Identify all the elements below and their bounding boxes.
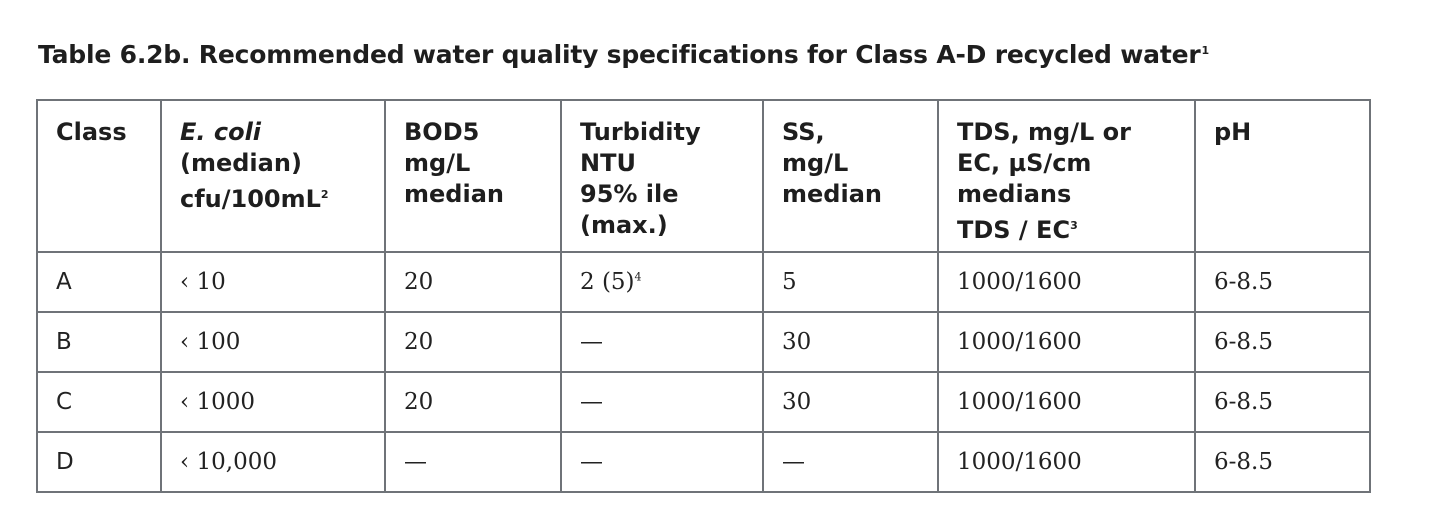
cell-turbidity: — [560,371,764,433]
cell-tds-ec: 1000/1600 [937,371,1196,433]
cell-tds-ec: 1000/1600 [937,251,1196,313]
cell-ss: 5 [762,251,939,313]
cell-bod5: 20 [384,371,562,433]
cell-ph: 6-8.5 [1194,311,1371,373]
table-row: C ‹ 1000 20 — 30 1000/1600 6-8.5 [36,371,1371,433]
cell-tds-ec: 1000/1600 [937,431,1196,493]
header-ecoli: E. coli (median) cfu/100mL2 [160,99,386,253]
cell-tds-ec: 1000/1600 [937,311,1196,373]
header-class: Class [36,99,162,253]
cell-ph: 6-8.5 [1194,371,1371,433]
cell-ss: 30 [762,371,939,433]
cell-ph: 6-8.5 [1194,251,1371,313]
cell-ss: — [762,431,939,493]
cell-turbidity: 2 (5)4 [560,251,764,313]
cell-ph: 6-8.5 [1194,431,1371,493]
table-header-row: Class E. coli (median) cfu/100mL2 BOD5 m… [36,99,1371,253]
table-caption-footnote-mark: 1 [1201,43,1209,57]
cell-class: B [36,311,162,373]
turbidity-footnote-mark: 4 [634,270,642,284]
header-turbidity: Turbidity NTU 95% ile (max.) [560,99,764,253]
cell-class: D [36,431,162,493]
header-ss: SS, mg/L median [762,99,939,253]
table-caption: Table 6.2b. Recommended water quality sp… [38,40,1209,69]
table-row: A ‹ 10 20 2 (5)4 5 1000/1600 6-8.5 [36,251,1371,313]
header-ph: pH [1194,99,1371,253]
cell-turbidity: — [560,311,764,373]
table-row: B ‹ 100 20 — 30 1000/1600 6-8.5 [36,311,1371,373]
cell-ss: 30 [762,311,939,373]
cell-ecoli: ‹ 100 [160,311,386,373]
cell-turbidity: — [560,431,764,493]
water-quality-table: Class E. coli (median) cfu/100mL2 BOD5 m… [36,99,1371,493]
cell-class: C [36,371,162,433]
cell-bod5: 20 [384,311,562,373]
cell-ecoli: ‹ 10,000 [160,431,386,493]
header-bod5: BOD5 mg/L median [384,99,562,253]
header-tds-ec: TDS, mg/L or EC, µS/cm medians TDS / EC3 [937,99,1196,253]
cell-bod5: — [384,431,562,493]
cell-class: A [36,251,162,313]
table-row: D ‹ 10,000 — — — 1000/1600 6-8.5 [36,431,1371,493]
cell-ecoli: ‹ 10 [160,251,386,313]
cell-ecoli: ‹ 1000 [160,371,386,433]
table-caption-text: Table 6.2b. Recommended water quality sp… [38,40,1201,69]
cell-bod5: 20 [384,251,562,313]
